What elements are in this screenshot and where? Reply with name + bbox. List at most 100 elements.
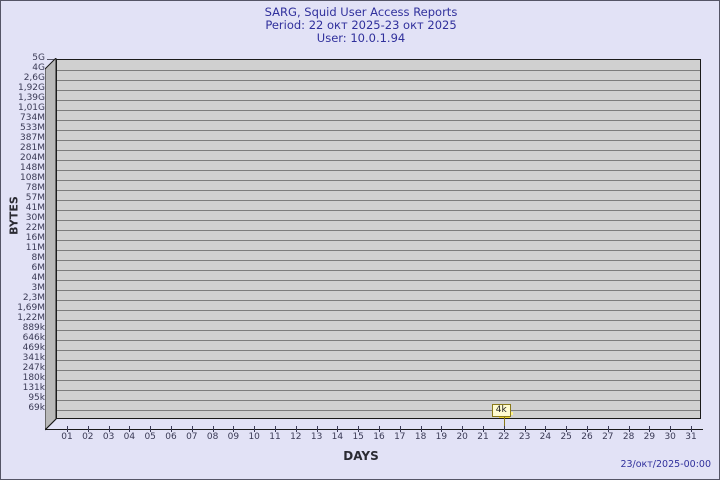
- x-axis-tick: [129, 426, 130, 432]
- y-axis-tick: [47, 369, 54, 370]
- x-axis-tick-label: 26: [581, 432, 593, 442]
- y-axis-tick-label: 95k: [28, 393, 45, 403]
- x-axis-tick: [608, 426, 609, 432]
- y-axis-tick: [47, 389, 54, 390]
- y-axis-tick-label: 16M: [25, 233, 45, 243]
- x-axis-tick: [566, 426, 567, 432]
- x-axis-tick-label: 06: [165, 432, 177, 442]
- x-axis-tick-label: 03: [102, 432, 115, 442]
- y-axis-tick-label: 108M: [20, 173, 45, 183]
- y-axis-tick: [47, 129, 54, 130]
- y-axis-tick: [47, 289, 54, 290]
- gridline: [57, 250, 700, 251]
- gridline: [57, 270, 700, 271]
- gridline: [57, 400, 700, 401]
- gridline: [57, 90, 700, 91]
- y-axis-tick: [47, 279, 54, 280]
- y-axis-tick-label: 889k: [22, 323, 45, 333]
- gridline: [57, 260, 700, 261]
- plot-face: [56, 59, 701, 419]
- bar-value-label: 4k: [491, 404, 511, 417]
- x-axis-tick-label: 08: [206, 432, 219, 442]
- y-axis-tick: [47, 379, 54, 380]
- x-axis-tick: [109, 426, 110, 432]
- x-axis-tick: [525, 426, 526, 432]
- y-axis-tick-label: 2,3M: [22, 293, 45, 303]
- gridline: [57, 360, 700, 361]
- gridline: [57, 130, 700, 131]
- y-axis-tick: [47, 339, 54, 340]
- y-axis-tick: [47, 309, 54, 310]
- y-axis-tick: [47, 259, 54, 260]
- y-axis-tick-label: 247k: [22, 363, 45, 373]
- x-axis-tick-label: 16: [373, 432, 385, 442]
- x-axis-tick-label: 13: [310, 432, 323, 442]
- gridline: [57, 100, 700, 101]
- x-axis-tick: [213, 426, 214, 432]
- y-axis-tick: [47, 169, 54, 170]
- y-axis-tick-label: 1,39G: [17, 93, 45, 103]
- report-user: User: 10.0.1.94: [316, 31, 406, 45]
- x-axis-tick: [337, 426, 338, 432]
- x-axis-tick-label: 10: [248, 432, 260, 442]
- y-axis-tick-label: 1,01G: [17, 103, 45, 113]
- x-axis-tick: [171, 426, 172, 432]
- gridline: [57, 310, 700, 311]
- x-axis-tick-label: 24: [539, 432, 552, 442]
- x-axis-tick: [254, 426, 255, 432]
- x-axis-tick: [358, 426, 359, 432]
- gridline: [57, 350, 700, 351]
- y-axis-tick-label: 8M: [31, 253, 46, 263]
- x-axis-tick: [649, 426, 650, 432]
- y-axis-tick: [47, 119, 54, 120]
- x-axis-tick-label: 27: [602, 432, 614, 442]
- x-axis-tick-label: 21: [477, 432, 489, 442]
- y-axis-tick: [47, 399, 54, 400]
- gridline: [57, 140, 700, 141]
- x-axis-tick-label: 14: [331, 432, 344, 442]
- x-axis-tick: [379, 426, 380, 432]
- x-axis-tick-label: 11: [269, 432, 281, 442]
- gridline: [57, 70, 700, 71]
- y-axis-tick-label: 41M: [25, 203, 45, 213]
- gridline: [57, 370, 700, 371]
- y-axis-tick: [47, 149, 54, 150]
- gridline: [57, 80, 700, 81]
- gridline: [57, 220, 700, 221]
- x-axis-tick-label: 02: [82, 432, 94, 442]
- gridline: [57, 340, 700, 341]
- x-axis-tick-label: 25: [560, 432, 572, 442]
- x-axis-tick: [462, 426, 463, 432]
- gridline: [57, 330, 700, 331]
- y-axis-tick: [47, 409, 54, 410]
- x-axis-tick: [587, 426, 588, 432]
- y-axis-tick-label: 3M: [31, 283, 46, 293]
- x-axis-tick-label: 09: [227, 432, 240, 442]
- y-axis-tick-label: 131k: [22, 383, 45, 393]
- y-axis-tick: [47, 69, 54, 70]
- y-axis-tick: [47, 179, 54, 180]
- gridline: [57, 190, 700, 191]
- x-axis-tick: [691, 426, 692, 432]
- y-axis-tick-label: 5G: [32, 53, 45, 63]
- y-axis-tick-label: 734M: [20, 113, 45, 123]
- gridline: [57, 110, 700, 111]
- y-axis-tick-label: 387M: [20, 133, 45, 143]
- report-period: Period: 22 окт 2025-23 окт 2025: [265, 18, 457, 32]
- y-axis-tick-label: 1,22M: [17, 313, 45, 323]
- x-axis-tick-label: 17: [394, 432, 406, 442]
- gridline: [57, 300, 700, 301]
- x-axis-tick-label: 19: [435, 432, 448, 442]
- y-axis-tick: [47, 99, 54, 100]
- gridline: [57, 170, 700, 171]
- x-axis-tick-label: 28: [622, 432, 635, 442]
- gridline: [57, 280, 700, 281]
- gridline: [57, 230, 700, 231]
- x-axis-tick: [670, 426, 671, 432]
- x-axis-tick-label: 01: [61, 432, 73, 442]
- y-axis-tick-label: 11M: [25, 243, 45, 253]
- gridline: [57, 120, 700, 121]
- x-axis-tick: [441, 426, 442, 432]
- x-axis-3d-connector: [45, 419, 57, 431]
- x-axis-tick: [483, 426, 484, 432]
